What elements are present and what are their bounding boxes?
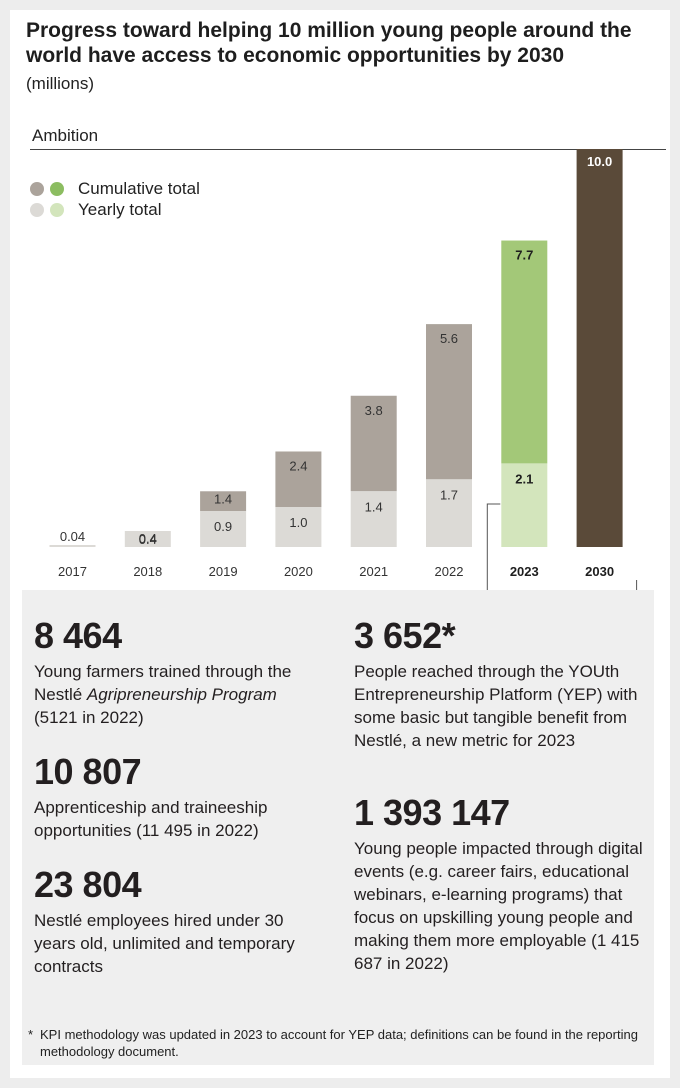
stat-description: Young people impacted through digital ev… bbox=[354, 839, 643, 973]
x-tick-label-2020: 2020 bbox=[284, 564, 313, 579]
x-tick-label-2018: 2018 bbox=[133, 564, 162, 579]
bar-yearly-2022 bbox=[426, 479, 472, 547]
bar-label-yearly-2021: 1.4 bbox=[365, 499, 383, 514]
stat-digital-events: 1 393 147 Young people impacted through … bbox=[354, 793, 644, 975]
legend-swatch-yearly-green bbox=[50, 202, 64, 217]
infographic-card: Progress toward helping 10 million young… bbox=[10, 10, 670, 1078]
bar-label-yearly-2020: 1.0 bbox=[289, 515, 307, 530]
legend-label-cumulative: Cumulative total bbox=[78, 178, 200, 198]
chart-legend: Cumulative total Yearly total bbox=[30, 178, 200, 220]
bar-cumulative-2020 bbox=[275, 451, 322, 508]
bar-yearly-2017 bbox=[49, 545, 96, 547]
bar-label-cumulative-2023: 7.7 bbox=[515, 248, 533, 263]
bar-cumulative-2022 bbox=[426, 324, 472, 480]
x-tick-label-2022: 2022 bbox=[435, 564, 464, 579]
stat-description: Apprenticeship and traineeship opportuni… bbox=[34, 798, 268, 840]
bar-label-cumulative-2021: 3.8 bbox=[365, 403, 383, 418]
bar-label-cumulative-2020: 2.4 bbox=[289, 458, 307, 473]
stat-value: 8 464 bbox=[34, 615, 122, 656]
bar-yearly-2019 bbox=[200, 511, 247, 547]
legend-item-yearly: Yearly total bbox=[30, 199, 200, 220]
stat-description: People reached through the YOUth Entrepr… bbox=[354, 662, 638, 750]
bar-yearly-2020 bbox=[275, 507, 322, 547]
stat-value: 3 652* bbox=[354, 615, 456, 656]
x-tick-label-2019: 2019 bbox=[209, 564, 238, 579]
stats-panel: 8 464 Young farmers trained through the … bbox=[22, 590, 654, 1065]
stat-apprenticeships: 10 807 Apprenticeship and traineeship op… bbox=[34, 752, 324, 842]
bar-label-cumulative-2022: 5.6 bbox=[440, 331, 458, 346]
bar-cumulative-2023 bbox=[501, 240, 548, 464]
stat-employees-hired: 23 804 Nestlé employees hired under 30 y… bbox=[34, 865, 324, 978]
bar-chart: 0.0420170.40.420181.40.920192.41.020203.… bbox=[35, 149, 638, 593]
stat-value: 1 393 147 bbox=[354, 792, 510, 833]
bar-label-yearly-2017: 0.04 bbox=[60, 529, 85, 544]
bar-yearly-2021 bbox=[350, 491, 397, 547]
bar-label-yearly-2019: 0.9 bbox=[214, 519, 232, 534]
footnote-marker: * bbox=[28, 1027, 34, 1042]
x-tick-label-2030: 2030 bbox=[585, 564, 614, 579]
x-tick-label-2023: 2023 bbox=[510, 564, 539, 579]
bar-yearly-2023 bbox=[501, 463, 548, 547]
legend-swatch-cumulative-green bbox=[50, 181, 64, 196]
stat-description: Young farmers trained through the Nestlé… bbox=[34, 662, 292, 727]
x-tick-label-2021: 2021 bbox=[359, 564, 388, 579]
legend-item-cumulative: Cumulative total bbox=[30, 178, 200, 199]
highlight-bracket bbox=[486, 503, 501, 592]
chart-title: Progress toward helping 10 million young… bbox=[26, 19, 632, 67]
stat-yep-reach: 3 652* People reached through the YOUth … bbox=[354, 616, 644, 752]
x-tick-label-2017: 2017 bbox=[58, 564, 87, 579]
bar-label-cumulative-2019: 1.4 bbox=[214, 491, 232, 506]
footnote: * KPI methodology was updated in 2023 to… bbox=[28, 1026, 648, 1060]
bar-label-yearly-2022: 1.7 bbox=[440, 487, 458, 502]
bar-label-ambition-2030: 10.0 bbox=[587, 154, 612, 169]
bar-yearly-2018 bbox=[124, 531, 171, 547]
stat-value: 23 804 bbox=[34, 864, 142, 905]
legend-swatch-yearly-grey bbox=[30, 202, 44, 217]
chart-subtitle: (millions) bbox=[26, 74, 94, 93]
bar-label-cumulative-2018: 0.4 bbox=[139, 531, 157, 546]
bar-cumulative-2021 bbox=[350, 395, 397, 492]
legend-swatch-cumulative-grey bbox=[30, 181, 44, 196]
legend-label-yearly: Yearly total bbox=[78, 199, 162, 219]
ambition-line bbox=[30, 149, 666, 150]
stat-young-farmers: 8 464 Young farmers trained through the … bbox=[34, 616, 324, 729]
bar-label-yearly-2023: 2.1 bbox=[515, 471, 533, 486]
stat-value: 10 807 bbox=[34, 751, 142, 792]
bar-ambition-2030 bbox=[576, 149, 623, 547]
stat-description: Nestlé employees hired under 30 years ol… bbox=[34, 911, 295, 976]
ambition-label: Ambition bbox=[32, 126, 99, 145]
bar-label-yearly-2018: 0.4 bbox=[139, 532, 157, 547]
bar-cumulative-2019 bbox=[200, 491, 247, 512]
footnote-text: KPI methodology was updated in 2023 to a… bbox=[40, 1027, 638, 1059]
